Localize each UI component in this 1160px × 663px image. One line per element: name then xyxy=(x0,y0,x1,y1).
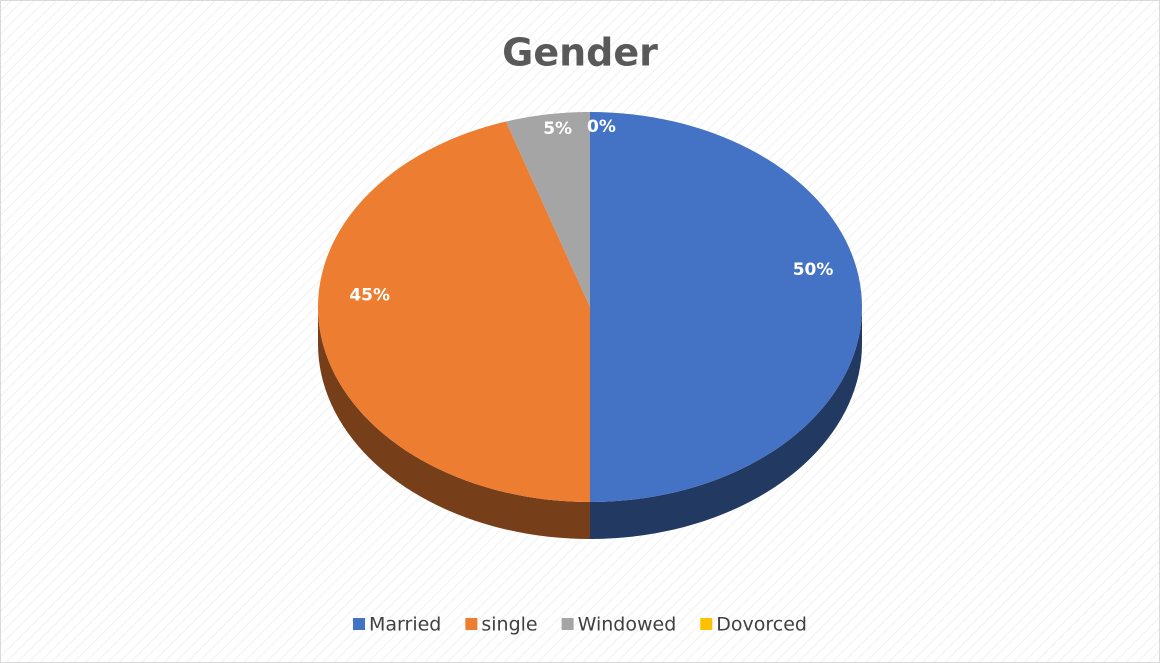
pie-side xyxy=(318,307,590,539)
data-label: 45% xyxy=(349,285,390,305)
chart-title: Gender xyxy=(502,31,658,75)
pie-slice xyxy=(505,112,590,307)
legend-swatch xyxy=(561,618,574,630)
data-label: 0% xyxy=(587,117,616,137)
pie-slice xyxy=(590,112,862,502)
pie-slice xyxy=(318,121,590,502)
data-label: 50% xyxy=(793,260,834,280)
legend-label: Married xyxy=(369,614,441,636)
legend-label: single xyxy=(481,614,537,636)
data-label: 5% xyxy=(543,119,572,139)
legend-label: Windowed xyxy=(578,614,677,636)
legend-swatch xyxy=(700,618,713,630)
legend-swatch xyxy=(465,618,478,630)
legend-swatch xyxy=(353,618,365,630)
legend-label: Dovorced xyxy=(716,614,807,636)
pie-side xyxy=(590,307,862,539)
